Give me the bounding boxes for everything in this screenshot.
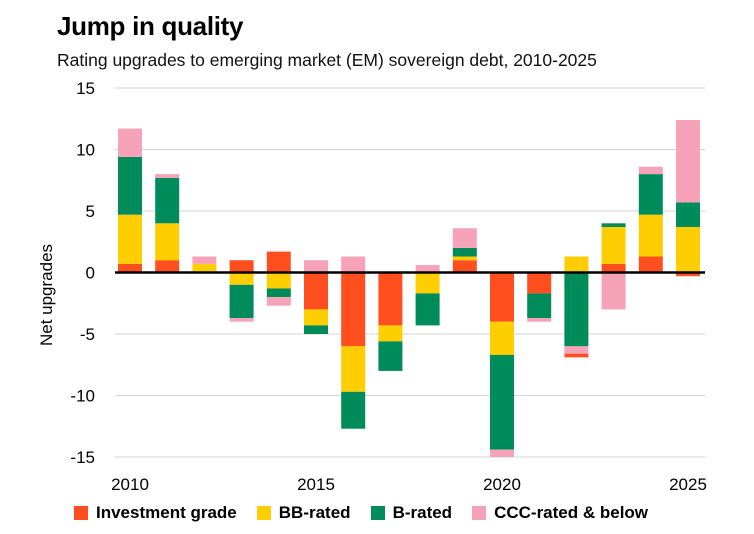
bar-ccc-rated-below-2019 bbox=[452, 228, 477, 248]
y-tick-label: -15 bbox=[70, 448, 95, 467]
bar-ccc-rated-below-2013 bbox=[229, 318, 254, 322]
chart-subtitle: Rating upgrades to emerging market (EM) … bbox=[57, 50, 597, 70]
bar-investment-grade-2013 bbox=[229, 260, 254, 273]
bar-b-rated-2024 bbox=[638, 174, 663, 215]
bar-investment-grade-2016 bbox=[341, 272, 366, 347]
bar-ccc-rated-below-2023 bbox=[601, 272, 626, 310]
bar-ccc-rated-below-2022 bbox=[564, 346, 589, 354]
bar-bb-rated-2023 bbox=[601, 226, 626, 264]
bar-bb-rated-2019 bbox=[452, 256, 477, 261]
bar-bb-rated-2012 bbox=[192, 263, 217, 273]
legend-label: B-rated bbox=[392, 503, 453, 522]
legend-label: BB-rated bbox=[278, 503, 351, 522]
bar-investment-grade-2020 bbox=[490, 272, 514, 322]
bar-bb-rated-2020 bbox=[490, 321, 514, 355]
chart-title: Jump in quality bbox=[57, 11, 244, 41]
bar-b-rated-2013 bbox=[229, 284, 254, 319]
bar-ccc-rated-below-2024 bbox=[638, 166, 663, 175]
bar-ccc-rated-below-2020 bbox=[490, 449, 514, 457]
bar-investment-grade-2025 bbox=[676, 272, 700, 277]
x-axis-ticks: 2010 2015 2020 2025 bbox=[111, 475, 707, 494]
legend: Investment grade BB-rated B-rated CCC-rated… bbox=[74, 503, 668, 523]
x-tick-label: 2020 bbox=[483, 475, 521, 494]
bar-b-rated-2017 bbox=[378, 341, 403, 371]
legend-item: CCC-rated & below bbox=[472, 503, 648, 523]
bar-ccc-rated-below-2021 bbox=[527, 318, 552, 322]
bar-investment-grade-2017 bbox=[378, 272, 403, 326]
bar-ccc-rated-below-2011 bbox=[155, 174, 180, 178]
bar-b-rated-2025 bbox=[676, 202, 700, 227]
bar-investment-grade-2015 bbox=[304, 272, 328, 310]
legend-label: CCC-rated & below bbox=[494, 503, 649, 522]
bar-bb-rated-2017 bbox=[378, 325, 403, 342]
bar-ccc-rated-below-2010 bbox=[118, 128, 142, 157]
bar-bb-rated-2024 bbox=[638, 214, 663, 257]
bar-bb-rated-2011 bbox=[155, 223, 180, 261]
x-tick-label: 2010 bbox=[111, 475, 149, 494]
bar-b-rated-2015 bbox=[304, 325, 328, 334]
bar-b-rated-2016 bbox=[341, 391, 366, 429]
bar-ccc-rated-below-2025 bbox=[676, 119, 700, 203]
x-tick-label: 2015 bbox=[297, 475, 335, 494]
bar-bb-rated-2013 bbox=[229, 272, 254, 285]
bar-bb-rated-2018 bbox=[415, 272, 440, 294]
y-tick-label: 5 bbox=[86, 202, 95, 221]
bar-investment-grade-2019 bbox=[452, 260, 477, 273]
bar-b-rated-2021 bbox=[527, 293, 552, 319]
bars bbox=[118, 119, 700, 457]
y-tick-label: -10 bbox=[70, 387, 95, 406]
bar-bb-rated-2025 bbox=[676, 226, 700, 273]
bar-extra-2022 bbox=[564, 353, 589, 358]
y-tick-label: 0 bbox=[86, 264, 95, 283]
bar-b-rated-2020 bbox=[490, 354, 514, 450]
bar-b-rated-2023 bbox=[601, 223, 626, 227]
legend-swatch bbox=[370, 506, 385, 520]
bar-investment-grade-2014 bbox=[266, 251, 291, 273]
gridlines bbox=[115, 87, 705, 458]
bar-ccc-rated-below-2014 bbox=[266, 297, 291, 306]
bar-b-rated-2018 bbox=[415, 293, 440, 326]
bar-b-rated-2014 bbox=[266, 288, 291, 298]
bar-b-rated-2022 bbox=[564, 272, 589, 347]
bar-b-rated-2010 bbox=[118, 156, 142, 215]
legend-swatch bbox=[472, 506, 487, 520]
y-tick-label: 15 bbox=[76, 79, 95, 98]
bar-bb-rated-2022 bbox=[564, 256, 589, 273]
bar-bb-rated-2014 bbox=[266, 272, 291, 289]
bar-ccc-rated-below-2012 bbox=[192, 256, 217, 264]
y-tick-label: 10 bbox=[76, 141, 95, 160]
legend-item: Investment grade bbox=[74, 503, 237, 523]
legend-label: Investment grade bbox=[96, 503, 237, 522]
bar-investment-grade-2011 bbox=[155, 260, 180, 273]
bar-ccc-rated-below-2016 bbox=[341, 256, 366, 273]
bar-bb-rated-2010 bbox=[118, 214, 142, 264]
legend-item: B-rated bbox=[370, 503, 453, 523]
bar-bb-rated-2015 bbox=[304, 309, 328, 326]
bar-investment-grade-2023 bbox=[601, 263, 626, 273]
legend-item: BB-rated bbox=[256, 503, 351, 523]
bar-b-rated-2019 bbox=[452, 247, 477, 257]
bar-investment-grade-2024 bbox=[638, 256, 663, 273]
y-tick-label: -5 bbox=[80, 325, 95, 344]
bar-investment-grade-2010 bbox=[118, 263, 142, 273]
legend-swatch bbox=[74, 506, 88, 520]
bar-ccc-rated-below-2018 bbox=[415, 265, 440, 273]
x-tick-label: 2025 bbox=[669, 475, 707, 494]
bar-investment-grade-2021 bbox=[527, 272, 552, 294]
legend-swatch bbox=[256, 506, 271, 520]
y-axis-ticks: 15 10 5 0 -5 -10 -15 bbox=[70, 79, 95, 467]
y-axis-label: Net upgrades bbox=[37, 244, 56, 346]
bar-ccc-rated-below-2015 bbox=[304, 260, 328, 273]
bar-b-rated-2011 bbox=[155, 177, 180, 224]
bar-bb-rated-2016 bbox=[341, 346, 366, 392]
